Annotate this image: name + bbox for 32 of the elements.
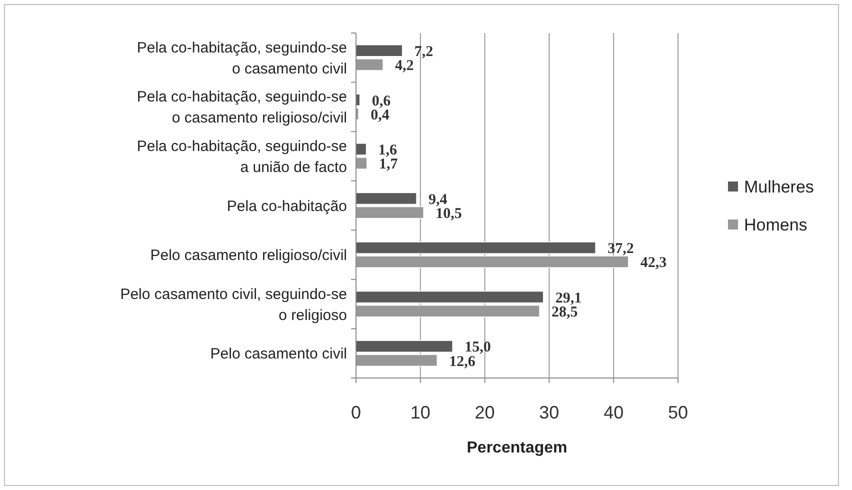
data-label: 37,2 — [608, 241, 634, 258]
x-tick-label: 10 — [410, 402, 430, 422]
legend-label: Mulheres — [744, 177, 814, 196]
data-label: 0,4 — [370, 107, 390, 124]
x-tick-label: 20 — [474, 402, 495, 422]
x-tick-label: 50 — [668, 402, 688, 422]
x-axis-title: Percentagem — [466, 440, 568, 457]
data-label: 28,5 — [552, 304, 578, 320]
bar — [356, 290, 544, 304]
y-tick-label: Pela co-habitação, seguindo-se o casamento religioso/civil — [136, 88, 347, 127]
data-label: 1,7 — [378, 156, 398, 173]
y-tick-label: Pela co-habitação, seguindo-se o casamento civil — [136, 39, 347, 78]
y-tick-label: Pela co-habitação, seguindo-se a união de facto — [136, 138, 347, 176]
data-label: 0,6 — [372, 93, 392, 110]
data-label: 7,2 — [414, 44, 434, 60]
y-tick-label: Pelo casamento civil — [210, 346, 347, 363]
data-label: 4,2 — [395, 58, 414, 74]
x-tick-label: 0 — [350, 402, 362, 422]
legend-label: Homens — [744, 215, 808, 234]
data-label: 1,6 — [378, 142, 398, 159]
data-label: 9,4 — [428, 192, 448, 208]
x-tick-label: 30 — [539, 402, 560, 422]
data-label: 29,1 — [555, 290, 582, 306]
bar — [356, 192, 417, 205]
y-tick-label: Pela co-habitação — [226, 198, 347, 215]
data-label: 15,0 — [464, 340, 491, 356]
data-label: 12,6 — [449, 354, 476, 370]
x-tick-label: 40 — [604, 402, 624, 422]
data-label: 42,3 — [640, 255, 667, 272]
y-tick-label: Pelo casamento civil, seguindo-se o religioso — [120, 286, 347, 324]
y-tick-label: Pelo casamento religioso/civil — [150, 247, 347, 264]
data-label: 10,5 — [436, 206, 462, 222]
